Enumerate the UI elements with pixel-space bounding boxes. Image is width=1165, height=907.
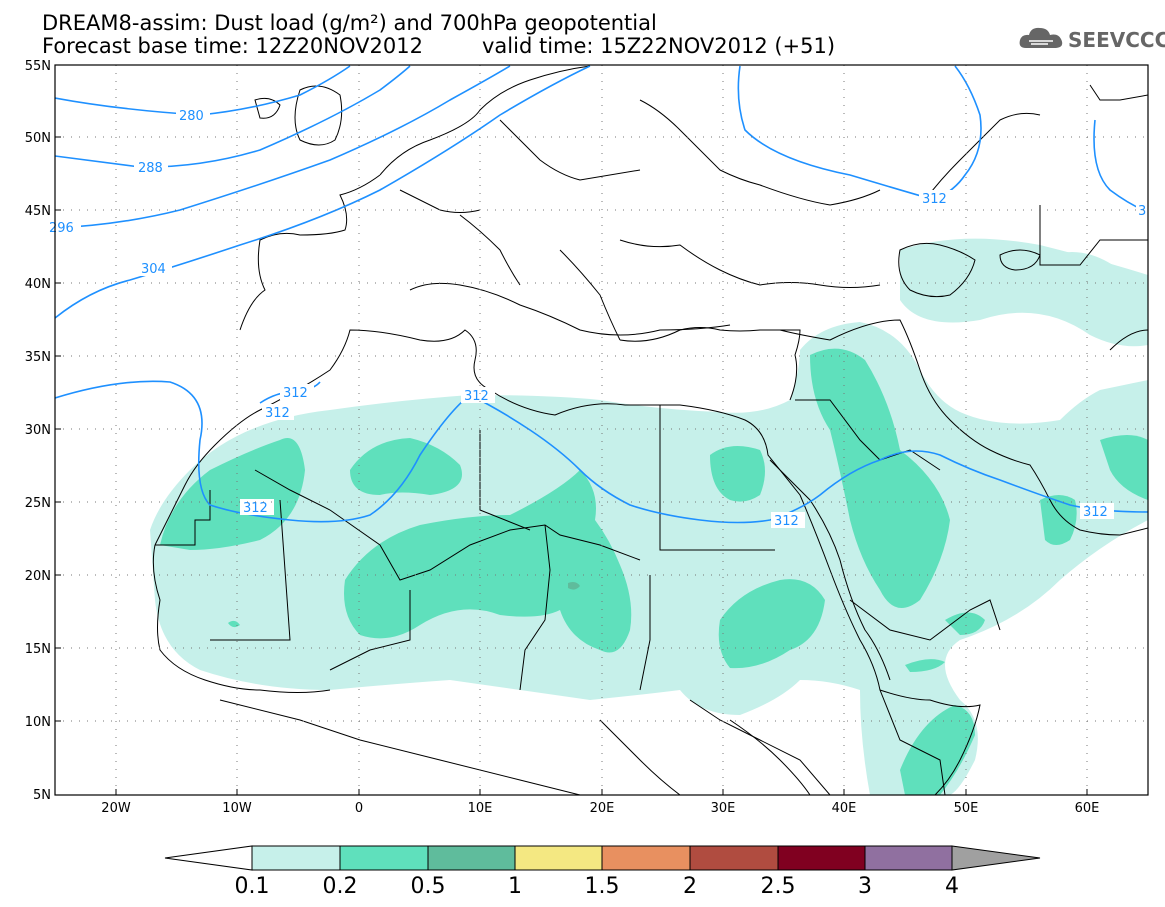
legend-swatch: [601, 845, 691, 871]
legend-swatch: [339, 845, 429, 871]
dust-shading: [150, 238, 1148, 795]
legend-label: 0.1: [235, 874, 270, 899]
logo-text: SEEVCCC: [1068, 28, 1165, 52]
lat-label: 10N: [25, 715, 51, 730]
lat-label: 25N: [25, 496, 51, 511]
legend-swatch: [427, 845, 516, 871]
map-subtitle: Forecast base time: 12Z20NOV2012 valid ti…: [42, 34, 835, 58]
lon-label: 20E: [590, 801, 615, 816]
legend-swatch: [251, 845, 341, 871]
contour-label: 312: [1083, 505, 1108, 520]
legend-label: 0.5: [411, 874, 446, 899]
lon-label: 30E: [711, 801, 736, 816]
legend-swatch: [864, 845, 953, 871]
lat-label: 50N: [25, 131, 51, 146]
contour-label: 3: [1138, 204, 1146, 219]
coastlines: [152, 65, 1148, 795]
lat-label: 55N: [25, 59, 51, 74]
contour-label: 312: [283, 386, 308, 401]
map-title: DREAM8-assim: Dust load (g/m²) and 700hP…: [42, 11, 657, 35]
lat-label: 15N: [25, 642, 51, 657]
lat-label: 30N: [25, 423, 51, 438]
longitude-labels: 20W 10W 0 10E 20E 30E 40E 50E 60E: [101, 801, 1099, 816]
contour-label: 312: [922, 192, 947, 207]
legend-label: 0.2: [323, 874, 358, 899]
lon-label: 20W: [101, 801, 131, 816]
contour-label: 312: [243, 501, 268, 516]
color-legend: [164, 845, 1041, 871]
lat-label: 40N: [25, 277, 51, 292]
contour-label: 280: [179, 109, 204, 124]
lon-label: 50E: [954, 801, 979, 816]
graticule: [55, 65, 1148, 795]
contour-label: 288: [138, 161, 163, 176]
lon-label: 0: [355, 801, 363, 816]
base-time: Forecast base time: 12Z20NOV2012: [42, 34, 423, 58]
valid-time: valid time: 15Z22NOV2012 (+51): [482, 34, 836, 58]
lat-label: 20N: [25, 569, 51, 584]
legend-arrow-high: [951, 845, 1041, 871]
latitude-labels: 55N 50N 45N 40N 35N 30N 25N 20N 15N 10N …: [25, 59, 51, 803]
legend-label: 1.5: [585, 874, 620, 899]
contour-label: 312: [464, 389, 489, 404]
legend-label: 2: [683, 874, 697, 899]
legend-arrow-low: [164, 845, 253, 871]
lon-label: 10W: [222, 801, 252, 816]
contour-label: 304: [141, 262, 166, 277]
lat-label: 35N: [25, 350, 51, 365]
legend-swatch: [514, 845, 603, 871]
contour-label: 312: [265, 406, 290, 421]
cloud-icon: [1019, 27, 1063, 48]
contour-labels: 280 288 296 304 312 312 312 312 312 312 …: [49, 107, 1148, 529]
contour-label: 296: [49, 221, 74, 236]
legend-label: 4: [945, 874, 959, 899]
lon-label: 40E: [832, 801, 857, 816]
legend-label: 2.5: [761, 874, 796, 899]
contour-label: 312: [774, 514, 799, 529]
axis-ticks: [55, 64, 1088, 795]
legend-swatch: [689, 845, 779, 871]
lon-label: 10E: [468, 801, 493, 816]
legend-label: 1: [508, 874, 522, 899]
seevccc-logo: SEEVCCC: [1018, 24, 1165, 54]
lon-label: 60E: [1075, 801, 1100, 816]
lat-label: 45N: [25, 204, 51, 219]
legend-label: 3: [858, 874, 872, 899]
lat-label: 5N: [33, 788, 51, 803]
legend-labels: 0.1 0.2 0.5 1 1.5 2 2.5 3 4: [235, 874, 960, 899]
legend-swatch: [777, 845, 866, 871]
